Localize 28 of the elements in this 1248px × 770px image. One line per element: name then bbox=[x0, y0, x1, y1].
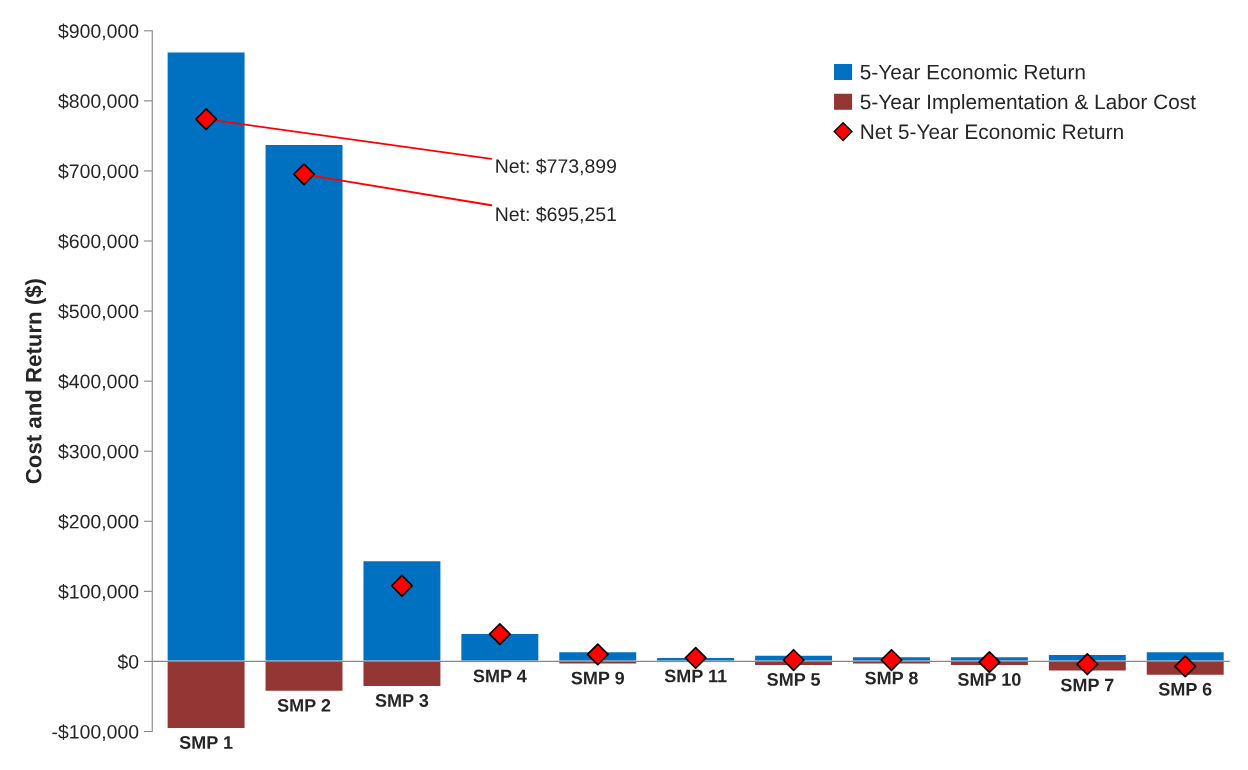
y-tick-label: $300,000 bbox=[58, 443, 139, 461]
x-tick-label: SMP 6 bbox=[1158, 682, 1212, 696]
annotation: Net: $695,251 bbox=[496, 206, 616, 224]
x-tick-label: SMP 1 bbox=[179, 736, 233, 749]
x-tick-label: SMP 10 bbox=[957, 673, 1021, 686]
y-tick-label: $800,000 bbox=[58, 93, 139, 111]
y-axis-title: Cost and Return ($) bbox=[24, 279, 46, 484]
annotation: Net: $773,899 bbox=[496, 158, 616, 176]
y-tick-label: -$100,000 bbox=[52, 724, 139, 742]
x-tick-label: SMP 2 bbox=[277, 698, 331, 712]
y-tick-label: $0 bbox=[117, 654, 139, 670]
legend-label: 5-Year Economic Return bbox=[860, 64, 1085, 80]
legend-label: Net 5-Year Economic Return bbox=[861, 123, 1123, 140]
x-tick-label: SMP 4 bbox=[473, 669, 527, 683]
x-tick-label: SMP 9 bbox=[571, 671, 625, 685]
y-tick-label: $500,000 bbox=[58, 303, 139, 321]
legend-label: 5-Year Implementation & Labor Cost bbox=[860, 93, 1196, 114]
x-tick-label: SMP 11 bbox=[664, 669, 727, 683]
x-tick-label: SMP 7 bbox=[1060, 678, 1114, 692]
y-tick-label: $400,000 bbox=[58, 373, 139, 391]
y-tick-label: $900,000 bbox=[58, 23, 139, 41]
y-tick-label: $200,000 bbox=[58, 513, 139, 531]
y-tick-label: $100,000 bbox=[58, 584, 139, 601]
y-tick-label: $600,000 bbox=[58, 233, 139, 251]
x-tick-label: SMP 5 bbox=[767, 673, 821, 686]
x-tick-label: SMP 3 bbox=[375, 694, 429, 707]
x-tick-label: SMP 8 bbox=[865, 671, 918, 685]
y-tick-label: $700,000 bbox=[58, 163, 139, 181]
